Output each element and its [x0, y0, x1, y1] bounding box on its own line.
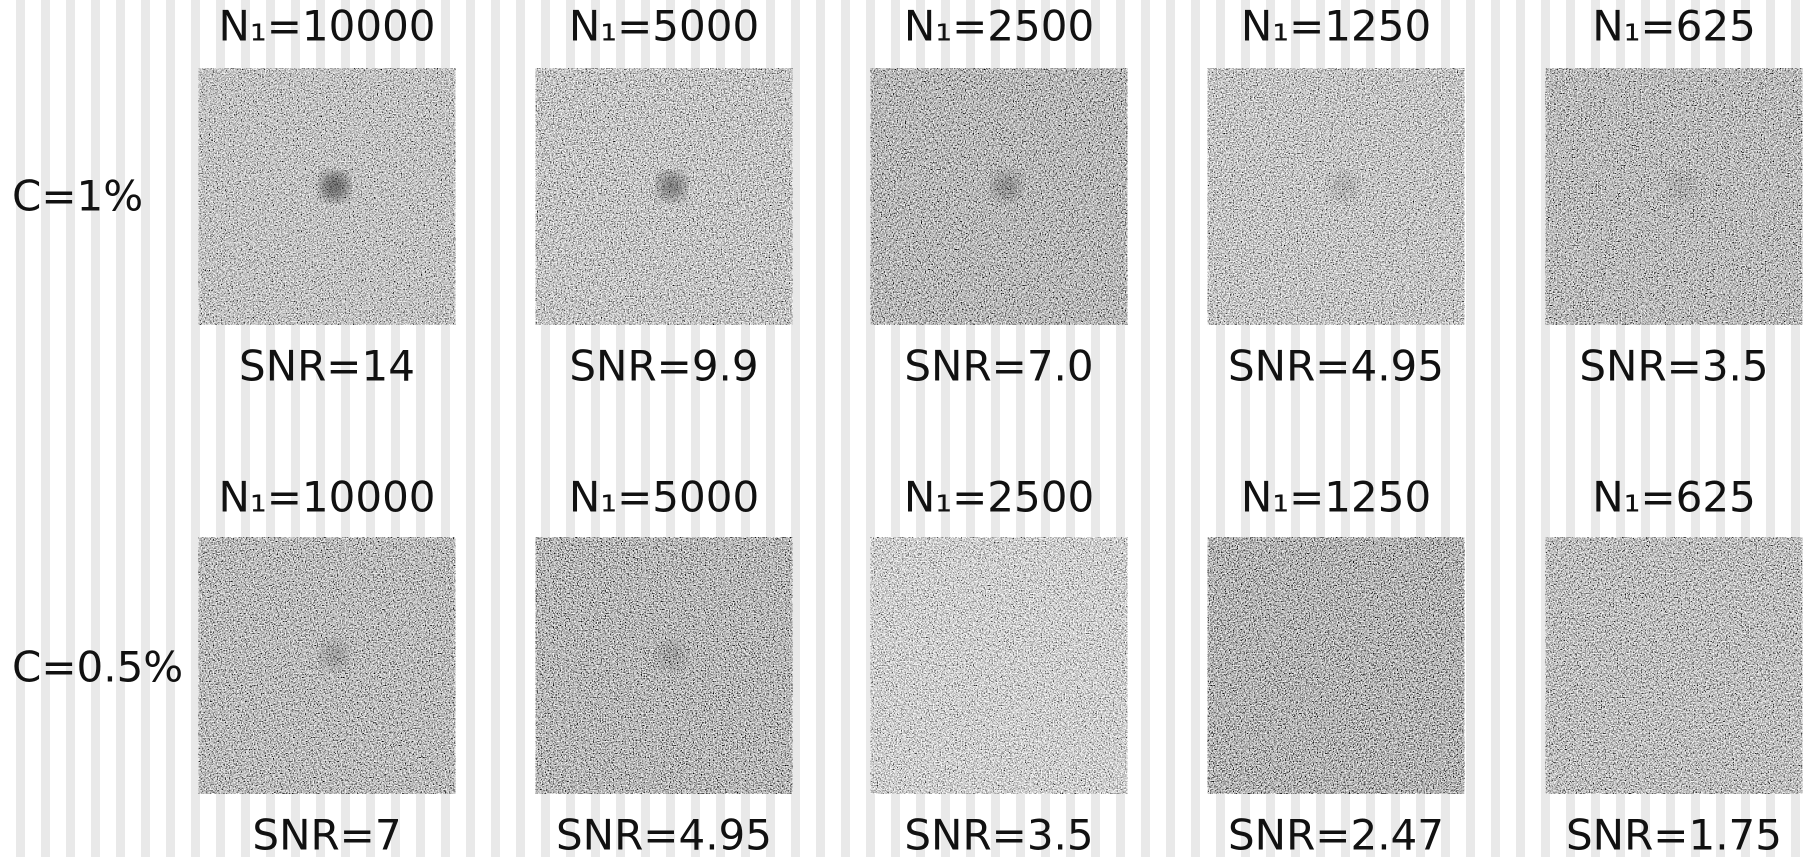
column-header: N₁=5000	[569, 2, 759, 51]
row-label: C=1%	[12, 172, 143, 221]
snr-label: SNR=7	[252, 811, 401, 857]
snr-label: SNR=2.47	[1228, 811, 1444, 857]
target-spot	[320, 172, 349, 201]
row-label: C=0.5%	[12, 643, 183, 692]
target-spot	[1329, 172, 1358, 201]
snr-label: SNR=14	[239, 342, 415, 391]
column-header: N₁=1250	[1241, 2, 1431, 51]
snr-label: SNR=4.95	[556, 811, 772, 857]
snr-label: SNR=4.95	[1228, 342, 1444, 391]
noise-image	[870, 537, 1128, 794]
snr-label: SNR=7.0	[904, 342, 1093, 391]
snr-label: SNR=9.9	[569, 342, 758, 391]
column-header: N₁=625	[1592, 2, 1756, 51]
noise-image	[1545, 537, 1803, 794]
target-spot	[657, 641, 686, 670]
column-header: N₁=10000	[218, 2, 435, 51]
column-header: N₁=2500	[904, 473, 1094, 522]
target-spot	[992, 172, 1021, 201]
column-header: N₁=1250	[1241, 473, 1431, 522]
target-spot	[320, 641, 349, 670]
noise-image	[1207, 537, 1465, 794]
snr-label: SNR=1.75	[1566, 811, 1782, 857]
snr-label: SNR=3.5	[904, 811, 1093, 857]
column-header: N₁=2500	[904, 2, 1094, 51]
target-spot	[657, 172, 686, 201]
column-header: N₁=5000	[569, 473, 759, 522]
snr-label: SNR=3.5	[1579, 342, 1768, 391]
column-header: N₁=625	[1592, 473, 1756, 522]
target-spot	[1667, 172, 1696, 201]
column-header: N₁=10000	[218, 473, 435, 522]
